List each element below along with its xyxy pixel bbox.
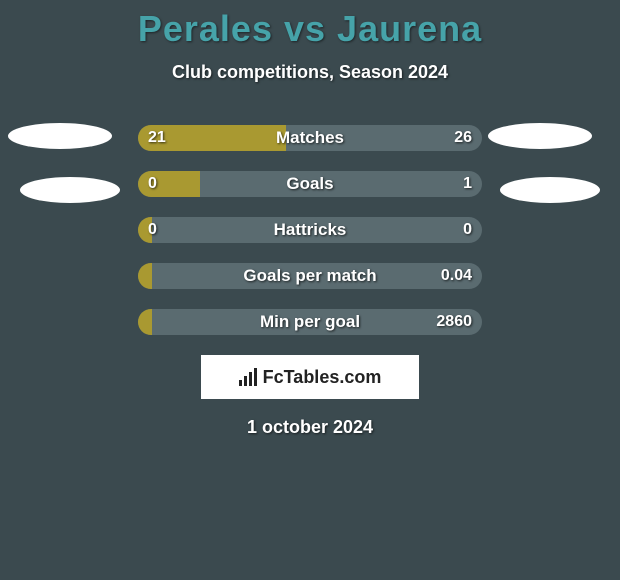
stat-bar-track (138, 217, 482, 243)
subtitle: Club competitions, Season 2024 (0, 62, 620, 83)
title-player2: Jaurena (337, 8, 482, 49)
footer-date: 1 october 2024 (0, 417, 620, 438)
stat-row: Goals per match0.04 (0, 263, 620, 289)
stat-bar-fill (138, 171, 200, 197)
title-vs: vs (284, 8, 326, 49)
brand-box: FcTables.com (201, 355, 419, 399)
stat-row: Goals01 (0, 171, 620, 197)
stat-bar-fill (138, 217, 152, 243)
stat-bar-fill (138, 309, 152, 335)
title-player1: Perales (138, 8, 273, 49)
stat-row: Matches2126 (0, 125, 620, 151)
stat-rows: Matches2126 Goals01 Hattricks00 Goals per m… (0, 125, 620, 335)
stat-bar-fill (138, 125, 286, 151)
stat-bar-track (138, 309, 482, 335)
stat-row: Hattricks00 (0, 217, 620, 243)
comparison-infographic: Perales vs Jaurena Club competitions, Se… (0, 0, 620, 580)
stat-bar-track (138, 125, 482, 151)
stat-row: Min per goal2860 (0, 309, 620, 335)
bar-chart-icon (239, 368, 257, 386)
brand-text: FcTables.com (263, 367, 382, 388)
stat-bar-track (138, 263, 482, 289)
stat-bar-fill (138, 263, 152, 289)
stat-bar-track (138, 171, 482, 197)
page-title: Perales vs Jaurena (0, 0, 620, 50)
